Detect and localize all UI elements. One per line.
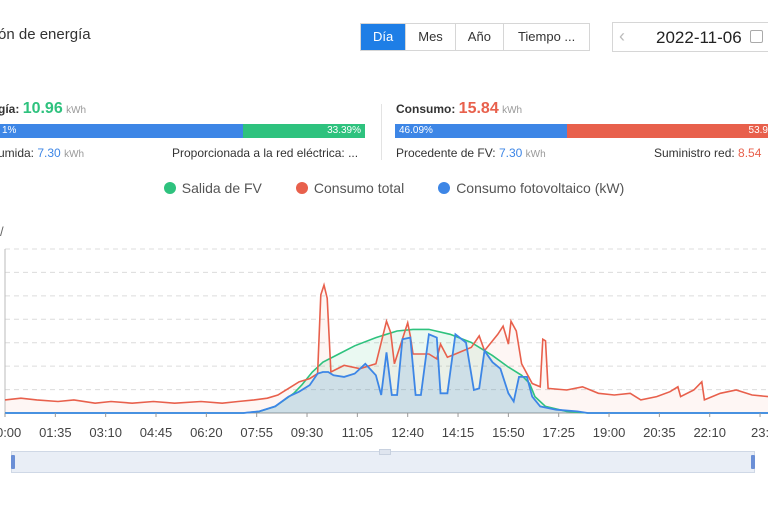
legend-label-consumption: Consumo total: [313, 180, 405, 196]
production-consumed-value: 7.30: [37, 146, 61, 160]
legend-item-consumption[interactable]: Consumo total: [276, 180, 404, 196]
consumption-from-pv-unit: kWh: [525, 149, 546, 160]
x-tick-label: 14:15: [442, 425, 475, 440]
y-axis-label: /: [0, 224, 4, 239]
consumption-value: 15.84: [458, 100, 499, 117]
legend-label-pv: Salida de FV: [181, 180, 262, 196]
consumption-grid: Suministro red: 8.54: [654, 146, 761, 160]
calendar-icon[interactable]: [750, 30, 763, 43]
consumption-from-pv-label: Procedente de FV:: [396, 146, 496, 160]
slider-left-handle[interactable]: [11, 455, 15, 469]
x-tick-label: 15:50: [492, 425, 525, 440]
consumption-bar-left-label: 46.09%: [399, 125, 433, 136]
production-grid: Proporcionada a la red eléctrica: ...: [172, 146, 359, 160]
x-tick-label: 12:40: [391, 425, 424, 440]
production-label: gía:: [0, 102, 20, 116]
pv-consumption-area: [5, 334, 768, 413]
consumption-unit: kWh: [502, 105, 523, 116]
production-bar-consumed: 1%: [0, 124, 243, 138]
consumption-line: [4, 282, 768, 405]
tab-day[interactable]: Día: [361, 24, 407, 50]
x-tick-label: 04:45: [140, 425, 173, 440]
legend-item-pv[interactable]: Salida de FV: [144, 180, 262, 196]
x-tick-label: 00:00: [0, 425, 21, 440]
consumption-label: Consumo:: [396, 102, 456, 116]
production-bar-right-label: 33.39%: [327, 125, 361, 136]
x-tick-label: 23:: [751, 425, 768, 440]
production-consumed: umida: 7.30 kWh: [0, 146, 84, 160]
legend-label-pv-consumption: Consumo fotovoltaico (kW): [456, 180, 625, 196]
legend-dot-pv-consumption: [438, 182, 451, 194]
slider-grip[interactable]: [379, 449, 391, 455]
consumption-grid-value: 8.54: [738, 146, 762, 160]
slider-right-handle[interactable]: [751, 455, 755, 469]
date-value: 2022-11-06: [656, 28, 742, 47]
consumption-from-pv: Procedente de FV: 7.30 kWh: [396, 146, 546, 160]
production-bar-fed: 33.39%: [243, 124, 365, 138]
consumption-bar-right-label: 53.9: [748, 125, 768, 136]
x-tick-label: 03:10: [89, 425, 122, 440]
production-value: 10.96: [22, 100, 63, 117]
production-summary: gía: 10.96 kWh: [0, 100, 86, 118]
pv-output-area: [5, 329, 768, 413]
consumption-area: [5, 285, 768, 413]
x-tick-label: 22:10: [693, 425, 726, 440]
zoom-slider[interactable]: [11, 449, 755, 473]
legend-dot-pv: [163, 182, 176, 194]
x-tick-label: 20:35: [643, 425, 676, 440]
consumption-bar-grid: 53.9: [567, 124, 768, 138]
production-consumed-label: umida:: [0, 146, 35, 160]
consumption-grid-label: Suministro red:: [654, 146, 735, 160]
period-selector: Día Mes Año Tiempo ...: [360, 23, 591, 51]
x-tick-label: 17:25: [542, 425, 575, 440]
production-consumed-unit: kWh: [64, 149, 85, 160]
consumption-summary: Consumo: 15.84 kWh: [396, 100, 522, 118]
page-title: ón de energía: [0, 26, 91, 43]
tab-year[interactable]: Año: [455, 24, 504, 50]
date-picker[interactable]: ‹ 2022-11-06: [612, 22, 768, 52]
production-unit: kWh: [66, 105, 87, 116]
chevron-left-icon[interactable]: ‹: [619, 26, 625, 46]
x-tick-label: 11:05: [342, 425, 374, 440]
legend-item-pv-consumption[interactable]: Consumo fotovoltaico (kW): [418, 180, 624, 196]
pv-consumption-line: [5, 332, 768, 414]
consumption-bar: 46.09% 53.9: [395, 124, 768, 138]
stats-divider: [381, 104, 382, 160]
legend-dot-consumption: [295, 182, 308, 194]
x-tick-label: 06:20: [190, 425, 223, 440]
x-tick-label: 01:35: [39, 425, 72, 440]
tab-month[interactable]: Mes: [406, 24, 456, 50]
tab-time[interactable]: Tiempo ...: [503, 24, 590, 50]
x-tick-label: 09:30: [291, 425, 324, 440]
consumption-bar-pv: 46.09%: [395, 124, 567, 138]
x-tick-label: 19:00: [593, 425, 626, 440]
chart-legend: Salida de FV Consumo total Consumo fotov…: [0, 180, 768, 196]
production-bar: 1% 33.39%: [0, 124, 365, 138]
production-bar-left-label: 1%: [2, 125, 17, 136]
x-tick-label: 07:55: [240, 425, 273, 440]
consumption-from-pv-value: 7.30: [498, 146, 523, 160]
